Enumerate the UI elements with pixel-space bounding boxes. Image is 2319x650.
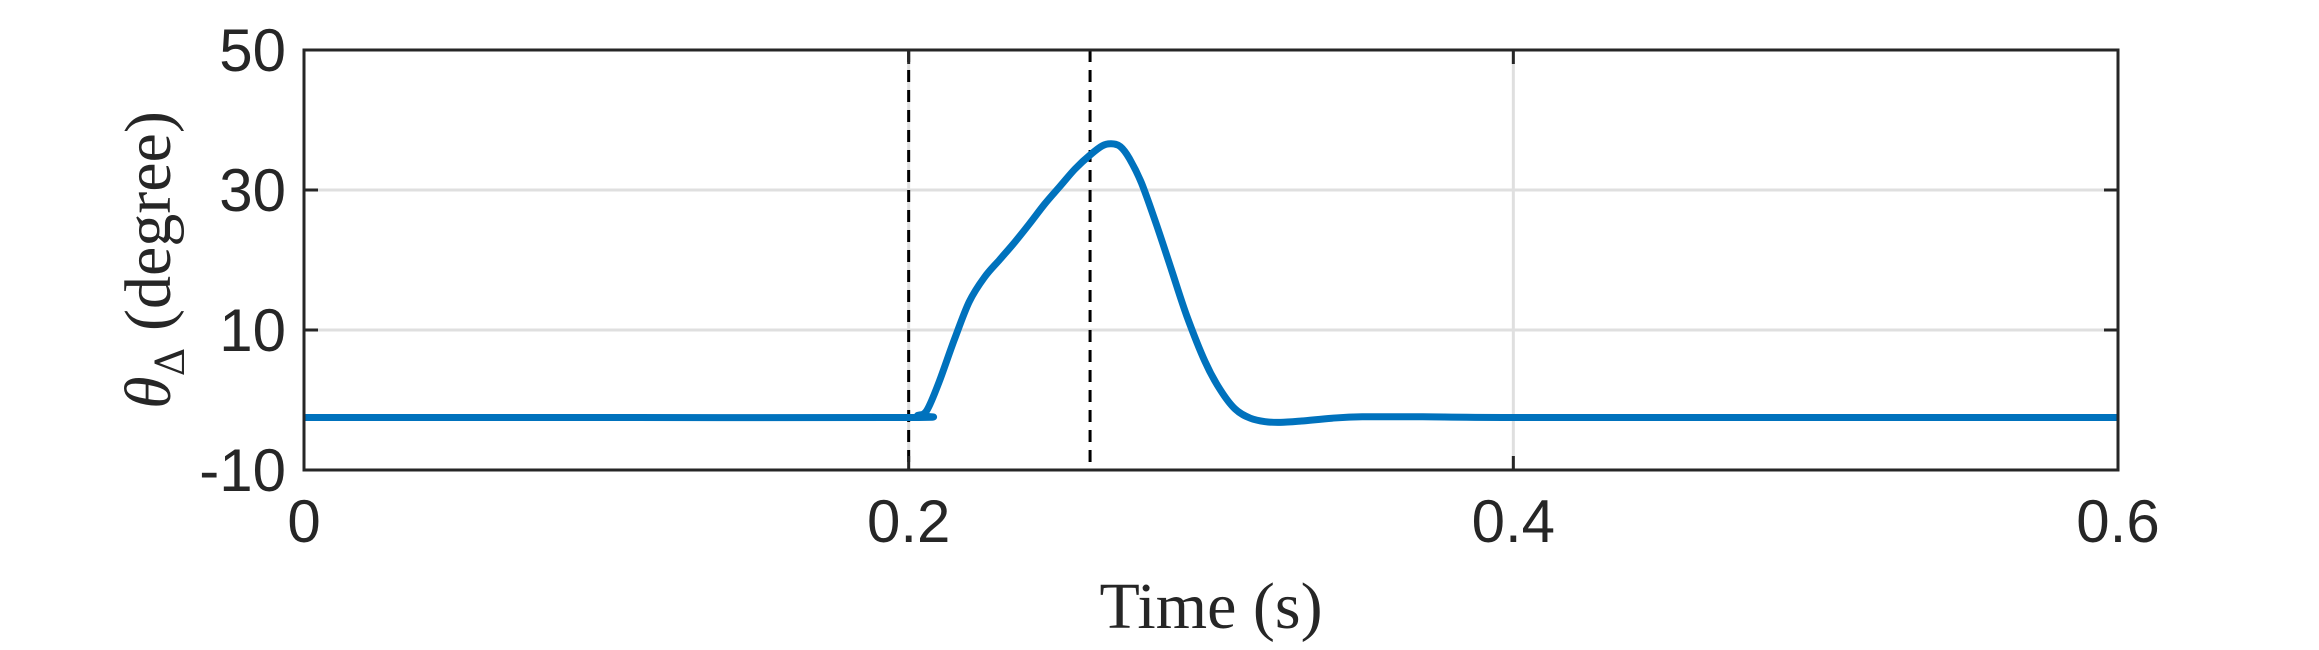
x-axis-title: Time (s) — [1099, 570, 1322, 643]
y-axis-unit: (degree) — [112, 111, 185, 347]
y-tick-labels: -10 10 30 50 — [199, 17, 286, 504]
y-tick-label: 30 — [219, 157, 286, 224]
x-tick-label: 0 — [287, 488, 320, 555]
y-tick-label: 50 — [219, 17, 286, 84]
x-tick-label: 0.2 — [867, 488, 950, 555]
plot-axes-box — [302, 48, 2120, 472]
data-series — [303, 140, 2118, 426]
x-tick-label: 0.4 — [1472, 488, 1555, 555]
x-tick-label: 0.6 — [2076, 488, 2159, 555]
tick-marks — [302, 48, 2120, 472]
y-tick-label: 10 — [219, 297, 286, 364]
y-axis-title: θΔ (degree) — [112, 111, 194, 409]
y-axis-symbol: θ — [112, 376, 185, 408]
y-tick-label: -10 — [199, 437, 286, 504]
theta-delta-series-line — [303, 140, 2118, 426]
y-axis-subscript: Δ — [148, 348, 194, 377]
x-tick-labels: 0 0.2 0.4 0.6 — [287, 488, 2159, 555]
reference-lines — [907, 50, 1092, 470]
